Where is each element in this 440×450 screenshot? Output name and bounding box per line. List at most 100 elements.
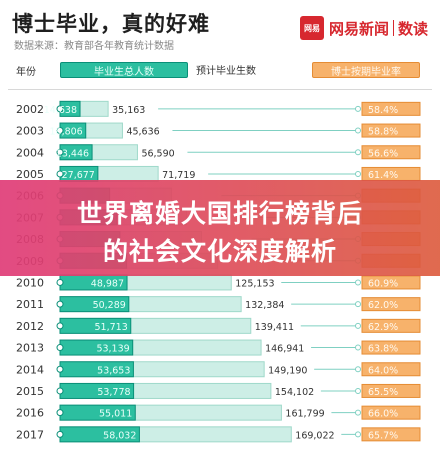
year-label: 2010 [16,276,44,289]
chart-row: 2002 14,638 35,163 58.4% [16,100,421,117]
rate-bar [361,318,421,333]
chart-row: 2017 58,032 169,022 65.7% [16,426,421,443]
chart-title: 博士毕业，真的好难 [12,12,210,36]
chart-row: 2014 53,653 149,190 64.0% [16,361,421,378]
graduates-value-label: 53,778 [97,387,130,398]
enrollment-value-label: 146,941 [265,344,304,355]
rate-bar [361,383,421,398]
row-marker [56,322,64,330]
year-label: 2002 [16,103,44,116]
enrollment-value-label: 35,163 [112,105,145,116]
graduates-value-label: 53,139 [96,344,129,355]
legend-enrollment: 预计毕业生数 [196,66,256,77]
rate-value-label: 58.4% [368,105,398,116]
chart-row: 2015 53,778 154,102 65.5% [16,382,421,399]
connector-dot [355,149,361,156]
enrollment-value-label: 132,384 [245,300,284,311]
enrollment-value-label: 71,719 [162,170,195,181]
rate-value-label: 60.9% [368,278,398,289]
graduates-value-label: 50,289 [93,300,126,311]
chart-row: 2004 23,446 56,590 56.6% [16,144,421,161]
connector-dot [355,387,361,394]
chart-row: 2011 50,289 132,384 62.0% [16,296,421,313]
row-marker [56,170,64,178]
connector-dot [355,322,361,329]
brand: 网易 网易新闻 数读 [300,16,428,40]
year-label: 2012 [16,320,44,333]
year-header: 年份 [16,66,36,78]
rate-value-label: 61.4% [368,170,398,181]
graduates-value-label: 27,677 [62,170,95,181]
brand-name: 网易新闻 [329,19,390,38]
row-marker [56,430,64,438]
chart-row: 2005 27,677 71,719 61.4% [16,165,421,182]
row-marker [56,127,64,135]
graduates-value-label: 14,638 [44,105,77,116]
overlay-line-2: 的社会文化深度解析 [102,237,337,266]
rate-value-label: 56.6% [368,148,398,159]
enrollment-value-label: 125,153 [235,278,274,289]
connector-dot [355,127,361,134]
rate-bar [361,427,421,442]
legend-rate: 博士按期毕业率 [312,62,420,78]
connector-dot [355,409,361,416]
graduates-value-label: 51,713 [95,322,128,333]
overlay-banner: 世界离婚大国排行榜背后 的社会文化深度解析 [0,180,440,276]
rate-value-label: 58.8% [368,127,398,138]
rate-value-label: 63.8% [368,344,398,355]
graduates-value-label: 18,806 [49,127,82,138]
graduates-value-label: 53,653 [97,365,130,376]
year-label: 2014 [16,363,44,376]
row-marker [56,387,64,395]
connector-dot [355,170,361,177]
rate-value-label: 66.0% [368,409,398,420]
chart-row: 2013 53,139 146,941 63.8% [16,339,421,356]
graduates-value-label: 48,987 [91,278,124,289]
overlay-line-1: 世界离婚大国排行榜背后 [76,199,363,228]
rate-value-label: 62.0% [368,300,398,311]
row-marker [56,344,64,352]
year-label: 2005 [16,168,44,181]
rate-value-label: 65.5% [368,387,398,398]
enrollment-value-label: 154,102 [275,387,314,398]
year-label: 2016 [16,407,44,420]
graduates-value-label: 58,032 [103,430,136,441]
graduates-value-label: 55,011 [99,409,132,420]
connector-dot [355,279,361,286]
data-source: 数据来源：教育部各年教育统计数据 [14,41,174,52]
year-label: 2017 [16,428,44,441]
year-label: 2015 [16,385,44,398]
chart-row: 2012 51,713 139,411 62.9% [16,317,421,334]
enrollment-value-label: 45,636 [126,127,159,138]
brand-sub: 数读 [398,19,429,38]
brand-logo-icon: 网易 [300,16,324,40]
rate-bar [361,145,421,160]
row-marker [56,365,64,373]
enrollment-value-label: 149,190 [268,365,307,376]
connector-dot [355,366,361,373]
connector-dot [355,105,361,112]
header-divider [8,89,432,90]
row-marker [56,409,64,417]
row-marker [56,300,64,308]
rate-value-label: 64.0% [368,365,398,376]
connector-dot [355,344,361,351]
row-marker [56,278,64,286]
brand-divider [393,20,395,36]
connector-dot [355,431,361,438]
year-label: 2003 [16,125,44,138]
chart-row: 2016 55,011 161,799 66.0% [16,404,421,421]
chart-row: 2010 48,987 125,153 60.9% [16,274,421,291]
rate-bar [361,123,421,138]
enrollment-value-label: 56,590 [141,148,174,159]
rate-bar [361,297,421,312]
connector-dot [355,301,361,308]
enrollment-value-label: 139,411 [255,322,294,333]
graduates-value-label: 23,446 [56,148,89,159]
row-marker [56,105,64,113]
rate-value-label: 65.7% [368,430,398,441]
enrollment-value-label: 169,022 [295,430,334,441]
year-label: 2004 [16,146,44,159]
chart-row: 2003 18,806 45,636 58.8% [16,122,421,139]
